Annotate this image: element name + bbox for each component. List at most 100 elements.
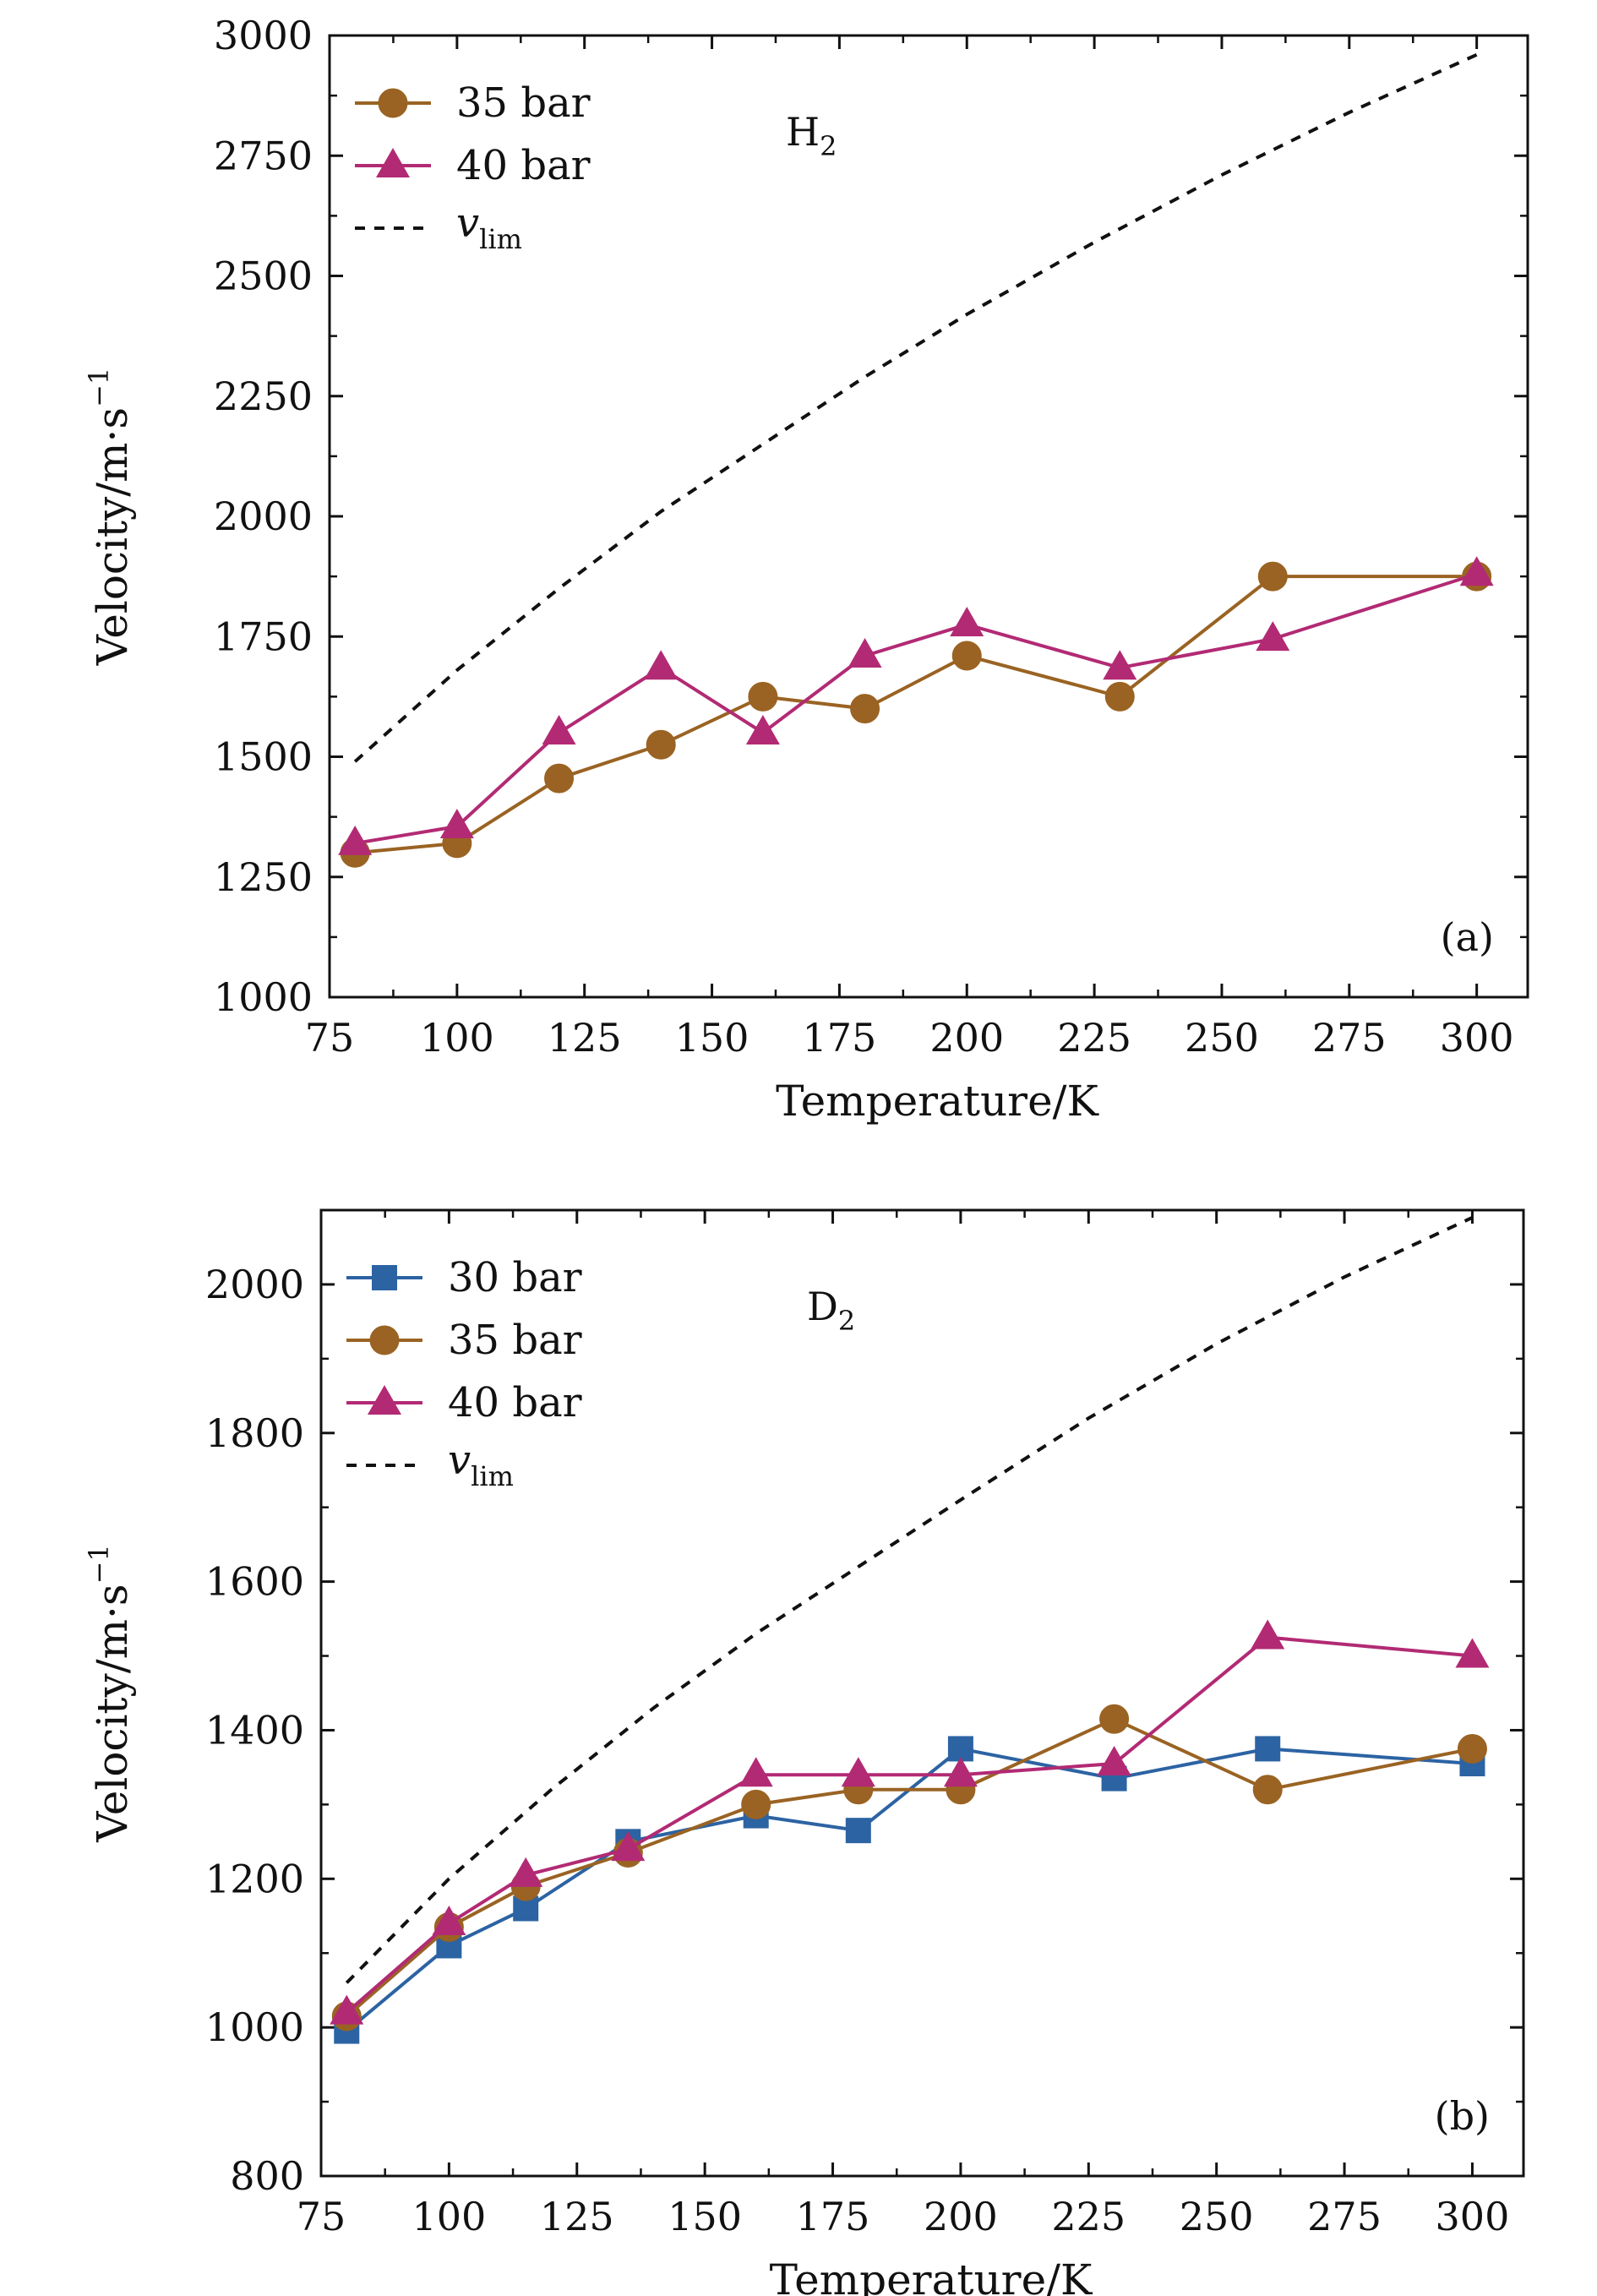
data-point [432, 1906, 466, 1936]
panel-label: (b) [1435, 2093, 1490, 2139]
gas-label-subscript: 2 [820, 130, 837, 162]
series-line [345, 1635, 1473, 2015]
vlim-subscript: lim [471, 1460, 514, 1492]
y-tick-label: 1000 [205, 2004, 304, 2050]
x-tick-label: 250 [1185, 1015, 1259, 1061]
x-tick-label: 125 [540, 2194, 614, 2239]
data-point [542, 715, 576, 745]
data-point [739, 1757, 773, 1787]
data-point [1099, 1704, 1130, 1734]
y-tick-label: 2750 [214, 133, 313, 178]
gas-label: H2 [786, 109, 837, 162]
x-tick-label: 75 [297, 2194, 346, 2239]
data-point [1459, 556, 1494, 586]
vlim-symbol: v [448, 1437, 471, 1484]
data-point [644, 650, 679, 680]
y-tick-label: 2000 [214, 494, 313, 539]
panel-label: (a) [1441, 914, 1494, 960]
gas-label-main: D [807, 1284, 838, 1329]
data-point [850, 694, 880, 724]
x-tick-label: 300 [1436, 2194, 1510, 2239]
vlim-curve [353, 52, 1478, 763]
data-point [748, 681, 778, 712]
y-axis-title-text: Velocity/m·s [88, 407, 137, 666]
y-tick-label: 1800 [205, 1410, 304, 1456]
legend-label: 35 bar [456, 79, 591, 127]
series-line [345, 1747, 1473, 2033]
data-point [950, 607, 984, 637]
data-point [330, 1994, 364, 2025]
data-point [1457, 1733, 1487, 1764]
x-tick-label: 275 [1307, 2194, 1382, 2239]
plot-frame [319, 1208, 1525, 2178]
x-tick-label: 150 [668, 2194, 742, 2239]
data-point [1097, 1746, 1131, 1776]
y-tick-label: 1750 [214, 614, 313, 659]
data-point [1252, 1775, 1283, 1805]
y-tick-label: 1600 [205, 1559, 304, 1605]
data-point [841, 1757, 875, 1787]
data-point [951, 641, 982, 671]
legend-marker [368, 1385, 401, 1415]
y-tick-label: 1400 [205, 1707, 304, 1753]
legend-marker [369, 1325, 400, 1355]
y-tick-label: 2000 [205, 1262, 304, 1307]
chart-panel-b: 75 100 125 150 175 200 225 250 275 300 800 1000 1200… [83, 1208, 1525, 2296]
data-point [845, 1818, 871, 1844]
legend-label: 35 bar [448, 1317, 582, 1364]
y-tick-label: 1500 [214, 734, 313, 780]
x-tick-label: 300 [1440, 1015, 1514, 1061]
gas-label-subscript: 2 [838, 1305, 855, 1337]
data-point [509, 1857, 543, 1887]
data-point [1104, 681, 1135, 712]
y-axis-title-text: Velocity/m·s [88, 1584, 137, 1842]
y-axis-title: Velocity/m·s−1 [83, 368, 137, 667]
legend-label-vlim: vlim [456, 199, 522, 255]
y-tick-label: 2500 [214, 254, 313, 299]
y-tick-label: 1200 [205, 1856, 304, 1901]
x-tick-label: 100 [412, 2194, 486, 2239]
legend-label: 40 bar [456, 142, 591, 189]
x-tick-label: 175 [796, 2194, 870, 2239]
vlim-symbol: v [456, 199, 479, 247]
x-tick-label: 250 [1180, 2194, 1254, 2239]
data-point [1455, 1638, 1490, 1668]
data-point [1103, 650, 1137, 680]
x-tick-label: 175 [802, 1015, 876, 1061]
legend-label: 40 bar [448, 1379, 582, 1426]
data-point [611, 1831, 646, 1862]
x-tick-label: 125 [548, 1015, 622, 1061]
legend-label-vlim: vlim [448, 1437, 514, 1492]
data-point [848, 638, 882, 668]
data-point [1256, 621, 1290, 652]
x-tick-label: 75 [305, 1015, 355, 1061]
x-tick-label: 200 [929, 1015, 1004, 1061]
data-point [943, 1757, 978, 1787]
series-line [354, 575, 1477, 855]
data-point [544, 763, 575, 794]
x-tick-label: 150 [675, 1015, 749, 1061]
data-point [1255, 1736, 1281, 1762]
series-line [345, 1717, 1473, 2018]
data-point [1257, 561, 1288, 592]
x-tick-label: 225 [1057, 1015, 1131, 1061]
data-point [741, 1789, 771, 1819]
data-point [646, 729, 676, 760]
x-tick-label: 200 [924, 2194, 998, 2239]
y-tick-label: 3000 [214, 13, 313, 58]
x-tick-label: 100 [420, 1015, 494, 1061]
legend-marker [376, 148, 410, 177]
data-point [338, 825, 373, 855]
y-tick-label: 2250 [214, 374, 313, 419]
data-point [439, 809, 474, 839]
legend-marker [372, 1265, 397, 1290]
x-axis-title: Temperature/K [776, 1077, 1099, 1126]
y-tick-label: 800 [230, 2153, 304, 2199]
y-tick-label: 1000 [214, 974, 313, 1020]
y-axis-title-exponent: −1 [83, 368, 115, 407]
data-point [745, 715, 780, 745]
x-tick-label: 225 [1051, 2194, 1126, 2239]
vlim-curve [345, 1215, 1474, 1984]
series-line [354, 572, 1478, 845]
